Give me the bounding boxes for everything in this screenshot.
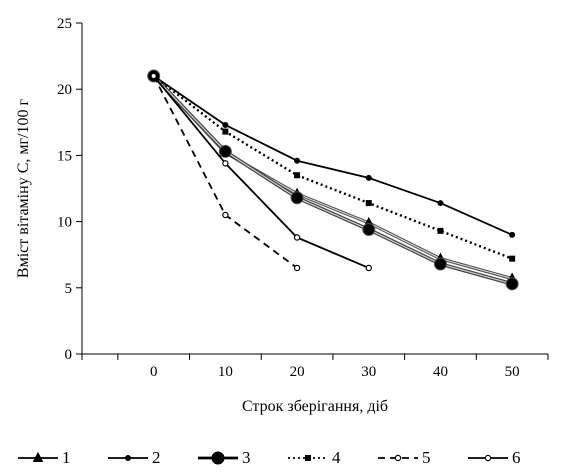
legend: 1 2 3 4 5 6 [18,448,521,467]
y-tick-label: 15 [57,148,72,164]
x-tick-label: 30 [361,364,376,380]
series-line-inner [153,75,513,285]
data-point-marker [293,234,301,241]
legend-label: 5 [422,448,431,467]
data-point-marker [365,264,372,272]
data-point-marker [433,257,447,271]
data-point-marker [365,174,372,181]
legend-label: 3 [242,448,251,467]
axes [76,22,549,360]
legend-entry-5: 5 [378,448,431,467]
series-4 [150,72,516,262]
legend-label: 1 [62,448,71,467]
x-tick-label: 0 [150,364,158,380]
data-point-marker [211,451,225,465]
legend-label: 4 [332,448,341,467]
x-tick-label: 20 [290,364,305,380]
y-tick-label: 0 [65,347,73,363]
data-point-marker [294,157,301,164]
series-6 [150,72,372,272]
series-line [152,75,370,269]
series-line-inner [153,75,513,280]
data-point-marker [394,454,402,462]
data-point-marker [218,144,232,158]
series-line [152,75,513,260]
y-tick-label: 10 [57,215,72,231]
x-tick-label: 40 [433,364,448,380]
data-point-marker [293,264,301,272]
legend-label: 2 [152,448,161,467]
y-tick-label: 25 [57,16,72,32]
legend-entry-1: 1 [18,448,71,467]
data-point-marker [290,191,304,205]
x-tick-labels: 0 10 20 30 40 50 [150,364,520,380]
data-point-marker [150,72,157,80]
data-point-marker [125,455,131,461]
data-point-marker [505,277,519,291]
data-point-marker [222,211,229,219]
data-point-marker [509,231,516,238]
data-point-marker [484,454,492,462]
series-5 [150,72,301,272]
data-point-marker [222,121,229,128]
data-point-marker [362,223,376,237]
data-point-marker [437,227,444,234]
legend-entry-3: 3 [198,448,251,467]
series-line [153,75,513,236]
legend-label: 6 [512,448,521,467]
legend-entry-6: 6 [468,448,521,467]
series-line [152,74,513,281]
data-point-marker [365,200,372,207]
data-point-marker [437,200,444,207]
data-point-marker [32,451,44,462]
y-tick-label: 5 [65,281,73,297]
legend-entry-2: 2 [108,448,161,467]
y-tick-labels: 0 5 10 15 20 25 [57,16,72,363]
x-tick-label: 10 [218,364,233,380]
data-point-marker [509,255,516,262]
x-tick-label: 50 [505,364,520,380]
data-point-marker [222,160,229,167]
series-line [152,75,298,269]
data-point-marker [305,455,311,461]
x-axis-label: Строк зберігання, діб [242,398,388,415]
series-3 [147,69,519,291]
series-layer [147,69,519,291]
data-point-marker [222,128,229,135]
y-axis-label: Вміст вітаміну С, мг/100 г [15,99,32,279]
legend-entry-4: 4 [288,448,341,467]
series-1 [148,69,518,283]
data-point-marker [294,172,301,179]
y-tick-label: 20 [57,82,72,98]
